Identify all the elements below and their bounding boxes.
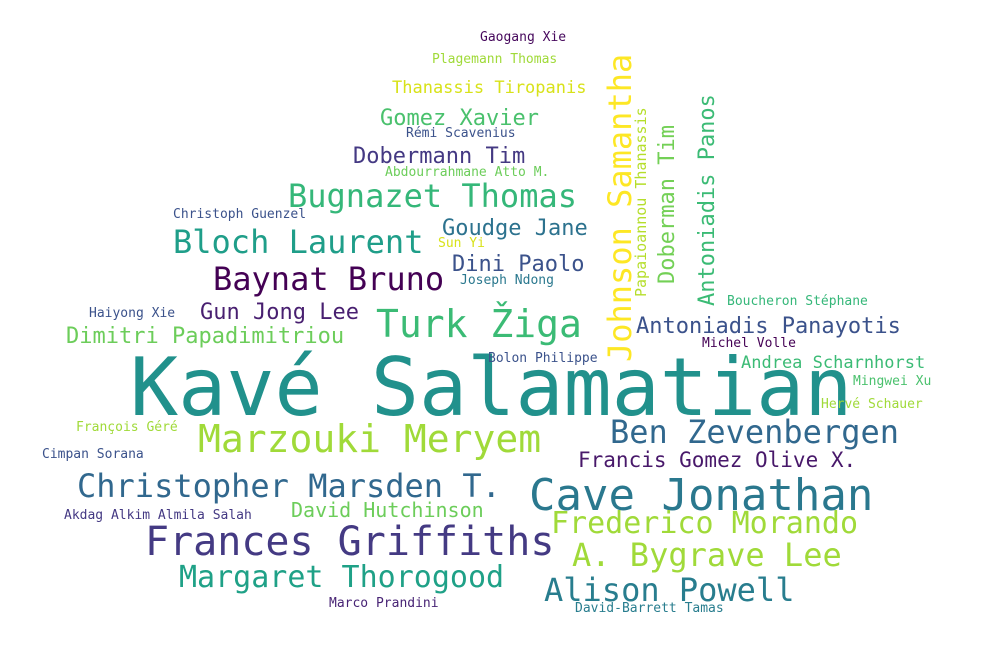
word-marzouki-meryem: Marzouki Meryem xyxy=(198,417,542,461)
word-kave-salamatian: Kavé Salamatian xyxy=(130,341,853,434)
word-christoph-guenzel: Christoph Guenzel xyxy=(173,207,307,222)
word-baynat-bruno: Baynat Bruno xyxy=(213,260,445,298)
word-francis-gomez-olive: Francis Gomez Olive X. xyxy=(578,448,857,472)
word-boucheron-stephane: Boucheron Stéphane xyxy=(727,294,868,309)
word-alison-powell: Alison Powell xyxy=(544,571,795,609)
word-akdag-alkim-almila-salah: Akdag Alkim Almila Salah xyxy=(64,508,252,523)
word-doberman-tim: Doberman Tim xyxy=(655,125,680,284)
word-a-bygrave-lee: A. Bygrave Lee xyxy=(572,536,842,574)
word-francois-gere: François Géré xyxy=(76,420,178,435)
word-marco-prandini: Marco Prandini xyxy=(329,596,439,611)
word-antoniadis-panayotis: Antoniadis Panayotis xyxy=(636,314,901,339)
word-dobermann-tim: Dobermann Tim xyxy=(353,144,526,169)
word-papaioannou-thanassis: Papaioannou Thanassis xyxy=(632,107,650,297)
word-remi-scavenius: Rémi Scavenius xyxy=(406,126,516,141)
word-haiyong-xie: Haiyong Xie xyxy=(89,306,176,321)
word-bloch-laurent: Bloch Laurent xyxy=(173,223,424,261)
word-christopher-marsden: Christopher Marsden T. xyxy=(77,467,501,505)
word-abdourrahmane-atto: Abdourrahmane Atto M. xyxy=(385,165,550,180)
word-bugnazet-thomas: Bugnazet Thomas xyxy=(288,177,577,215)
word-goudge-jane: Goudge Jane xyxy=(442,216,588,241)
word-dini-paolo: Dini Paolo xyxy=(452,252,585,277)
word-dimitri-papadimitriou: Dimitri Papadimitriou xyxy=(66,324,345,349)
word-thanassis-tiropanis: Thanassis Tiropanis xyxy=(392,78,587,98)
word-ben-zevenbergen: Ben Zevenbergen xyxy=(610,413,899,451)
word-antoniadis-panos: Antoniadis Panos xyxy=(695,94,720,306)
word-frances-griffiths: Frances Griffiths xyxy=(145,519,555,565)
word-plagemann-thomas: Plagemann Thomas xyxy=(432,52,558,67)
word-herve-schauer: Hervé Schauer xyxy=(821,397,923,412)
word-andrea-scharnhorst: Andrea Scharnhorst xyxy=(741,353,926,373)
word-cave-jonathan: Cave Jonathan xyxy=(529,470,874,521)
word-cimpan-sorana: Cimpan Sorana xyxy=(42,447,144,462)
word-david-hutchinson: David Hutchinson xyxy=(291,498,484,522)
word-sun-yi: Sun Yi xyxy=(438,236,485,251)
word-bolon-philippe: Bolon Philippe xyxy=(488,351,598,366)
word-gaogang-xie: Gaogang Xie xyxy=(480,30,567,45)
word-gomez-xavier: Gomez Xavier xyxy=(380,106,539,131)
word-frederico-morando: Frederico Morando xyxy=(551,506,859,541)
word-gun-jong-lee: Gun Jong Lee xyxy=(200,300,359,325)
word-david-barrett-tamas: David-Barrett Tamas xyxy=(575,601,724,616)
word-michel-volle: Michel Volle xyxy=(702,336,796,351)
word-margaret-thorogood: Margaret Thorogood xyxy=(179,560,505,595)
word-joseph-ndong: Joseph Ndong xyxy=(460,273,554,288)
word-mingwei-xu: Mingwei Xu xyxy=(853,374,932,389)
word-turk-ziga: Turk Žiga xyxy=(376,302,582,346)
